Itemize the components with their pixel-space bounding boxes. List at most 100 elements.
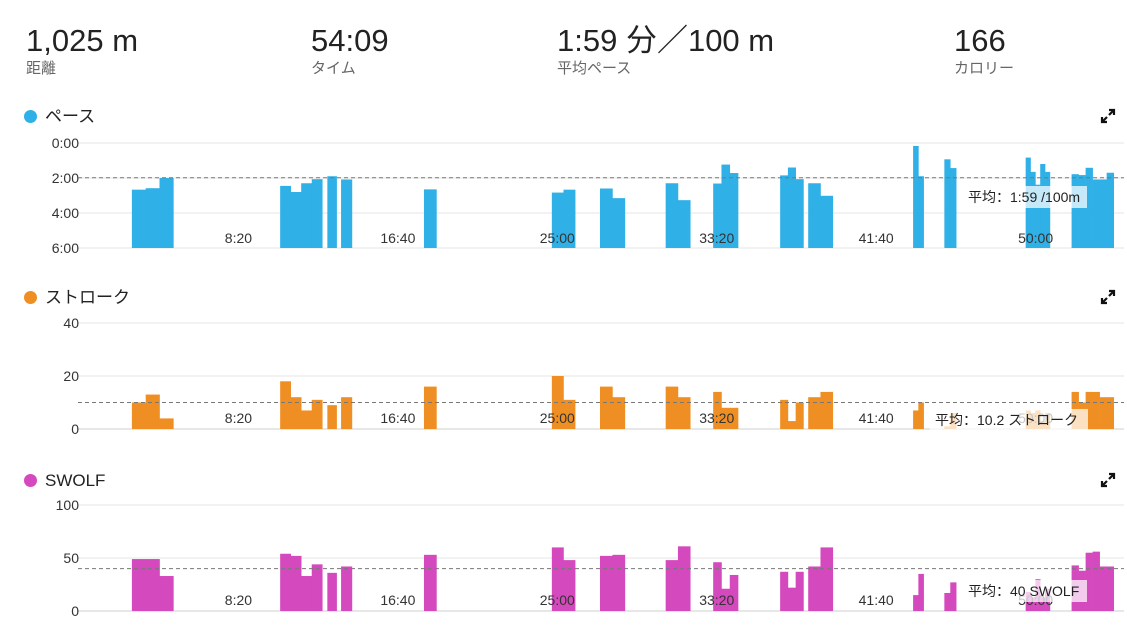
pace-bar[interactable] [280,185,291,249]
pace-bar[interactable] [301,183,313,248]
swolf-bar[interactable] [913,595,919,611]
pace-bar[interactable] [677,200,691,248]
pace-bar[interactable] [131,189,147,248]
swolf-bar[interactable] [612,554,626,611]
pace-bar[interactable] [808,183,821,248]
swolf-bar[interactable] [1040,597,1046,611]
swolf-bar[interactable] [311,564,323,611]
swolf-bar[interactable] [341,566,353,611]
stroke-bar[interactable] [795,402,804,430]
stroke-bar[interactable] [1085,391,1093,429]
pace-bar[interactable] [780,175,789,249]
pace-bar[interactable] [950,168,957,248]
stroke-bar[interactable] [1092,391,1100,429]
pace-bar[interactable] [820,195,834,248]
swolf-bar[interactable] [780,571,789,611]
stroke-bar[interactable] [913,410,919,429]
swolf-bar[interactable] [820,547,834,611]
stroke-bar[interactable] [145,394,160,429]
swolf-bar[interactable] [327,572,337,611]
stroke-bar[interactable] [131,402,147,430]
stroke-bar[interactable] [280,381,291,429]
swolf-bar[interactable] [808,566,821,611]
swolf-bar[interactable] [301,576,313,611]
stroke-bar[interactable] [1099,397,1107,429]
stroke-bar[interactable] [721,407,731,429]
stroke-bar[interactable] [599,386,613,429]
swolf-bar[interactable] [159,576,174,611]
swolf-bar[interactable] [729,574,739,611]
swolf-bar[interactable] [721,588,731,611]
swolf-bar[interactable] [423,554,437,611]
swolf-bar[interactable] [950,582,957,611]
pace-bar[interactable] [145,188,160,248]
stroke-bar[interactable] [612,397,626,429]
stroke-bar[interactable] [665,386,679,429]
pace-bar[interactable] [787,167,796,249]
swolf-bar[interactable] [1099,566,1107,611]
swolf-bar[interactable] [677,546,691,611]
swolf-bar[interactable] [944,592,951,611]
pace-bar[interactable] [612,198,626,249]
swolf-bar[interactable] [787,587,796,611]
stroke-bar[interactable] [1106,397,1114,429]
pace-bar[interactable] [944,159,951,248]
pace-bar[interactable] [795,179,804,248]
swolf-bar[interactable] [1085,552,1093,611]
pace-bar[interactable] [1099,179,1107,248]
stroke-bar[interactable] [311,399,323,429]
pace-bar[interactable] [1078,175,1086,248]
pace-bar[interactable] [1045,171,1051,249]
stroke-bar[interactable] [327,405,337,429]
stroke-bar[interactable] [290,397,302,429]
swolf-bar[interactable] [551,547,564,611]
stroke-bar[interactable] [918,402,924,430]
swolf-bar[interactable] [1106,566,1114,611]
stroke-bar[interactable] [341,397,353,429]
stroke-bar[interactable] [780,399,789,429]
pace-bar[interactable] [1092,179,1100,248]
pace-bar[interactable] [311,179,323,248]
stroke-bar[interactable] [787,421,796,429]
stroke-bar[interactable] [159,418,174,429]
pace-bar[interactable] [423,189,437,249]
stroke-bar[interactable] [677,397,691,429]
pace-bar[interactable] [713,183,722,248]
swolf-bar[interactable] [563,560,576,611]
swolf-bar[interactable] [599,555,613,611]
stroke-bar[interactable] [563,399,576,429]
expand-icon[interactable] [1100,108,1116,124]
pace-bar[interactable] [1085,167,1093,248]
swolf-bar[interactable] [795,571,804,611]
pace-bar[interactable] [551,192,564,248]
pace-bar[interactable] [599,188,613,249]
pace-bar[interactable] [1035,184,1041,248]
pace-bar[interactable] [721,164,731,248]
pace-bar[interactable] [1030,171,1036,249]
swolf-bar[interactable] [1030,597,1036,611]
stroke-bar[interactable] [820,391,834,429]
pace-bar[interactable] [290,192,302,248]
swolf-bar[interactable] [918,573,924,611]
swolf-bar[interactable] [1092,551,1100,611]
pace-bar[interactable] [341,179,353,248]
swolf-bar[interactable] [131,559,147,611]
swolf-bar[interactable] [280,553,291,611]
pace-bar[interactable] [1071,174,1079,248]
stroke-bar[interactable] [301,410,313,429]
pace-bar[interactable] [563,189,576,248]
pace-bar[interactable] [327,176,337,248]
expand-icon[interactable] [1100,472,1116,488]
stroke-bar[interactable] [713,391,722,429]
pace-bar[interactable] [665,183,679,248]
swolf-bar[interactable] [145,559,160,611]
pace-bar[interactable] [159,178,174,248]
swolf-bar[interactable] [290,555,302,611]
pace-bar[interactable] [918,176,924,248]
swolf-bar[interactable] [665,560,679,611]
pace-bar[interactable] [913,145,919,248]
stroke-bar[interactable] [423,386,437,429]
pace-bar[interactable] [1106,172,1114,248]
swolf-bar[interactable] [713,562,722,611]
stroke-bar[interactable] [729,407,739,429]
